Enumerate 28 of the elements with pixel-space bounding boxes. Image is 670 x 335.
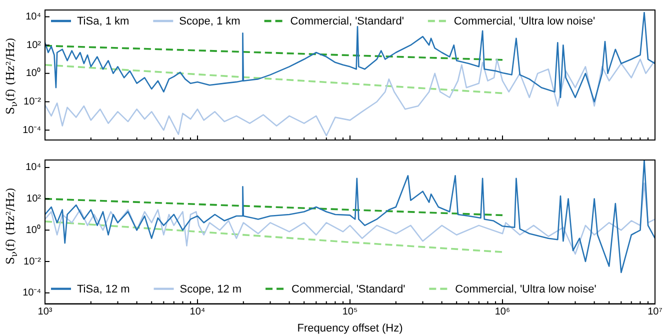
x-tick-label: 10⁷: [648, 306, 663, 318]
x-tick-label: 10⁶: [494, 306, 510, 318]
legend-label: TiSa, 12 m: [77, 283, 130, 296]
legend-label: Commercial, 'Ultra low noise': [454, 16, 596, 28]
y-tick-label: 10²: [26, 40, 42, 51]
line-series: [45, 220, 504, 253]
y-tick-label: 10⁰: [26, 224, 41, 236]
legend-label: Commercial, 'Standard': [292, 283, 406, 296]
y-tick-label: 10⁴: [26, 162, 41, 174]
y-tick-label: 10²: [26, 194, 42, 205]
line-series: [45, 44, 504, 61]
legend-label: Commercial, 'Ultra low noise': [455, 283, 596, 296]
y-tick-label: 10⁴: [26, 12, 41, 23]
legend-label: Commercial, 'Standard': [290, 16, 404, 28]
y-tick-label: 10⁻²: [24, 96, 42, 108]
x-tick-label: 10⁴: [190, 306, 206, 318]
y-tick-label: 10⁻²: [24, 256, 42, 268]
y-tick-label: 10⁰: [26, 67, 41, 80]
y-tick-label: 10⁻⁴: [22, 124, 41, 136]
legend-label: Scope, 1 km: [179, 16, 240, 28]
legend-label: TiSa, 1 km: [77, 16, 130, 28]
x-tick-label: 10⁵: [342, 306, 358, 318]
line-series: [45, 64, 504, 94]
x-axis-title: Frequency offset (Hz): [297, 322, 403, 334]
y-tick-label: 10⁻⁴: [22, 288, 41, 299]
x-tick-label: 10³: [38, 306, 53, 318]
legend-label: Scope, 12 m: [180, 283, 242, 296]
line-series: [45, 198, 504, 216]
